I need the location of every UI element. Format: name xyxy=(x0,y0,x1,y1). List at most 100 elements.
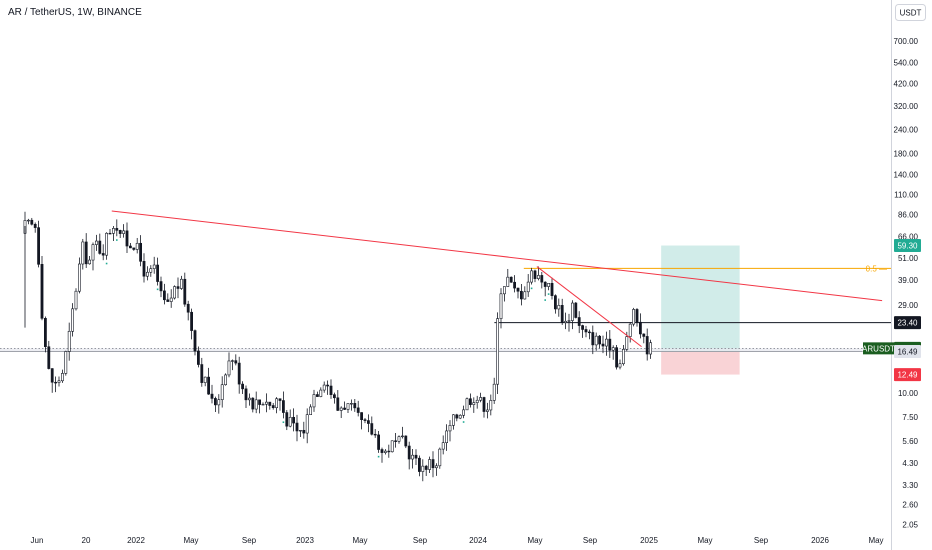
currency-button[interactable]: USDT xyxy=(895,4,926,21)
time-tick-label: 2022 xyxy=(127,536,145,545)
candle-body xyxy=(186,303,190,313)
candle-body xyxy=(611,347,615,351)
candle-body xyxy=(479,397,483,401)
candle-body xyxy=(319,389,323,397)
candle-body xyxy=(149,268,153,273)
candle-body xyxy=(547,283,551,287)
target-price-label-frame xyxy=(894,239,921,253)
candle-body xyxy=(404,435,408,447)
signal-marker xyxy=(530,287,533,290)
candle-body xyxy=(577,317,581,326)
candle-body xyxy=(95,240,98,245)
candle-body xyxy=(638,321,642,335)
candle-body xyxy=(428,459,432,470)
candle-body xyxy=(343,407,347,410)
candle-body xyxy=(509,276,513,283)
time-tick-label: May xyxy=(183,536,198,545)
candle-body xyxy=(312,394,316,408)
candle-body xyxy=(336,397,340,411)
candle-body xyxy=(40,264,44,319)
price-tick-label: 86.00 xyxy=(898,211,919,220)
candle-body xyxy=(543,281,547,287)
candle-body xyxy=(645,336,649,355)
candle-body xyxy=(642,333,646,337)
time-tick-label: Sep xyxy=(754,536,769,545)
candle-body xyxy=(224,374,228,386)
candle-body xyxy=(190,311,194,331)
candle-body xyxy=(553,295,557,310)
price-tick-label: 7.50 xyxy=(902,413,918,422)
candle-body xyxy=(315,394,319,397)
candle-body xyxy=(506,276,510,287)
candle-body xyxy=(278,398,282,401)
candle-body xyxy=(458,414,462,419)
price-tick-label: 66.00 xyxy=(898,233,919,242)
price-axis[interactable]: 700.00 540.00 420.00 320.00 240.00 180.00 140.… xyxy=(894,37,919,529)
target-price-label: 59.30 xyxy=(897,242,918,251)
candle-body xyxy=(455,414,459,419)
candle-body xyxy=(587,331,591,334)
price-tick-label: 240.00 xyxy=(894,126,919,135)
currency-button-frame[interactable] xyxy=(895,4,926,21)
time-tick-label: May xyxy=(527,536,542,545)
candle-body xyxy=(438,448,442,467)
candle-body xyxy=(163,290,166,301)
candle-body xyxy=(91,244,95,261)
candle-body xyxy=(50,368,54,383)
time-tick-label: May xyxy=(352,536,367,545)
time-axis[interactable]: Jun 20 2022 May Sep 2023 May Sep 2024 May Sep 2025 M… xyxy=(31,536,884,545)
currency-button-label[interactable]: USDT xyxy=(900,9,922,18)
candle-body xyxy=(152,264,156,269)
candle-body xyxy=(118,230,122,234)
signal-marker xyxy=(282,421,285,424)
candle-body xyxy=(564,320,568,323)
candle-body xyxy=(251,397,255,410)
candle-body xyxy=(166,299,170,302)
candle-body xyxy=(513,281,517,289)
candle-body xyxy=(390,440,394,453)
candle-body xyxy=(108,232,112,235)
candle-body xyxy=(146,271,149,277)
candle-body xyxy=(26,219,30,222)
price-tick-label: 4.30 xyxy=(902,459,918,468)
candle-body xyxy=(183,278,187,305)
stop-zone xyxy=(661,351,740,375)
target-zone xyxy=(661,245,740,352)
candle-body xyxy=(485,409,489,412)
candle-body xyxy=(200,364,204,383)
candle-body xyxy=(298,429,302,432)
candle-body xyxy=(285,412,289,427)
chart-title: AR / TetherUS, 1W, BINANCE xyxy=(8,7,142,18)
stop-price-label: 12.49 xyxy=(897,371,918,380)
candle-body xyxy=(550,283,554,296)
candle-body xyxy=(180,278,183,289)
candle-body xyxy=(37,227,41,265)
candle-body xyxy=(332,394,336,399)
candle-body xyxy=(434,465,438,469)
candle-body xyxy=(115,228,119,231)
candle-body xyxy=(366,420,370,424)
time-tick-label: Sep xyxy=(413,536,428,545)
candle-body xyxy=(462,409,466,416)
candle-body xyxy=(84,241,88,265)
candle-body xyxy=(621,348,625,365)
candle-body xyxy=(220,384,224,400)
candle-body xyxy=(492,383,496,401)
candle-body xyxy=(394,440,398,442)
candle-body xyxy=(407,445,411,460)
candle-body xyxy=(78,263,81,292)
price-tick-label: 320.00 xyxy=(894,102,919,111)
candle-body xyxy=(465,398,469,411)
candle-body xyxy=(207,376,211,395)
candle-body xyxy=(125,230,129,247)
candle-body xyxy=(33,223,37,228)
candle-body xyxy=(411,454,415,460)
fib-level-label: 0.5 — xyxy=(866,264,887,273)
candle-body xyxy=(139,242,143,262)
candle-body xyxy=(203,376,207,383)
time-tick-label: Jun xyxy=(31,536,44,545)
candle-body xyxy=(234,360,238,364)
candle-body xyxy=(445,430,449,444)
candle-body xyxy=(533,270,537,279)
